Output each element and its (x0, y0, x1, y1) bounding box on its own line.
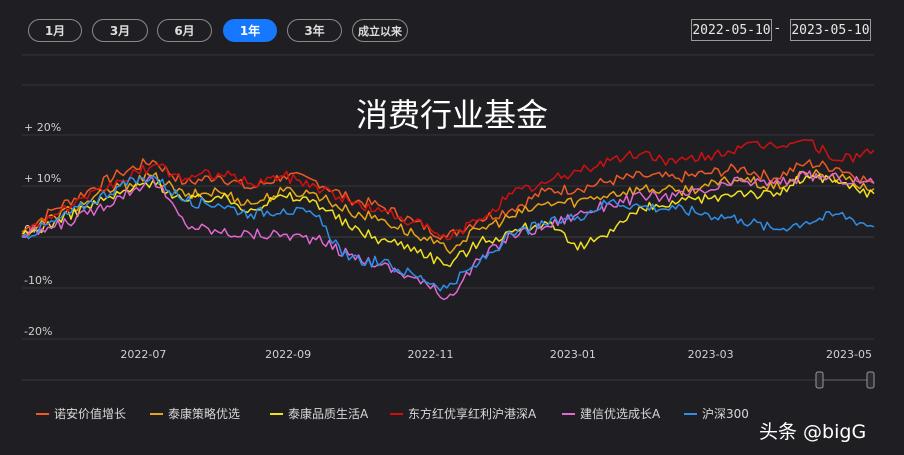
range-button-3y[interactable]: 3年 (287, 19, 342, 42)
zoom-slider[interactable] (815, 371, 875, 389)
legend-item[interactable]: 泰康策略优选 (150, 405, 240, 422)
range-button-since-inception[interactable]: 成立以来 (352, 19, 408, 42)
date-range-separator: - (775, 21, 780, 36)
series-line (21, 169, 875, 255)
range-button-1y[interactable]: 1年 (223, 19, 277, 42)
x-tick-label: 2022-09 (265, 348, 311, 361)
x-tick-label: 2023-03 (688, 348, 734, 361)
legend-swatch (150, 412, 163, 415)
legend-label: 建信优选成长A (580, 407, 661, 421)
legend-item[interactable]: 建信优选成长A (562, 405, 660, 422)
legend-item[interactable]: 诺安价值增长 (36, 405, 126, 422)
legend-label: 泰康策略优选 (168, 407, 241, 421)
legend-swatch (390, 412, 403, 415)
legend-swatch (270, 412, 283, 415)
y-tick-label: + 10% (24, 172, 61, 185)
legend-label: 沪深300 (702, 407, 749, 421)
x-tick-label: 2022-07 (120, 348, 166, 361)
series-line (21, 139, 875, 241)
zoom-handle[interactable] (866, 371, 875, 389)
end-date-input[interactable]: 2023-05-10 (790, 19, 871, 41)
zoom-handle[interactable] (815, 371, 824, 389)
y-tick-label: + 20% (24, 121, 61, 134)
legend-item[interactable]: 泰康品质生活A (270, 405, 368, 422)
legend-swatch (562, 412, 575, 415)
x-tick-label: 2023-01 (550, 348, 596, 361)
legend-label: 泰康品质生活A (288, 407, 369, 421)
series-line (21, 174, 875, 268)
range-button-3m[interactable]: 3月 (92, 19, 148, 42)
watermark: 头条 @bigG (759, 421, 867, 443)
legend-swatch (684, 412, 697, 415)
legend-label: 东方红优享红利沪港深A (408, 407, 537, 421)
series-line (21, 170, 875, 301)
range-button-1m[interactable]: 1月 (28, 19, 82, 42)
x-tick-label: 2023-05 (826, 348, 872, 361)
series-line (21, 175, 875, 292)
series-group (21, 139, 875, 301)
chart-title: 消费行业基金 (355, 96, 548, 134)
legend-swatch (36, 412, 49, 415)
x-tick-label: 2022-11 (408, 348, 454, 361)
y-tick-label: -20% (24, 325, 52, 338)
legend-label: 诺安价值增长 (54, 407, 127, 421)
grid-lines (22, 54, 874, 381)
legend-item[interactable]: 东方红优享红利沪港深A (390, 405, 536, 422)
start-date-input[interactable]: 2022-05-10 (691, 19, 772, 41)
legend-item[interactable]: 沪深300 (684, 405, 749, 422)
series-line (21, 158, 875, 241)
y-tick-label: -10% (24, 274, 52, 287)
x-axis: 2022-07 2022-09 2022-11 2023-01 2023-03 2023-… (120, 348, 872, 361)
range-button-6m[interactable]: 6月 (157, 19, 212, 42)
